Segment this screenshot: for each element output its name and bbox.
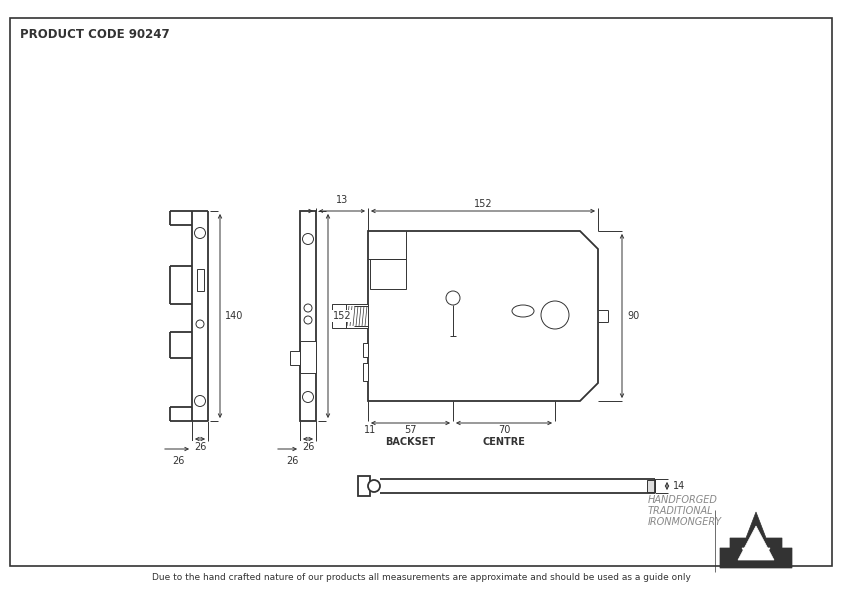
Polygon shape [368,231,598,401]
Circle shape [304,304,312,312]
Text: 57: 57 [404,425,417,435]
Circle shape [446,291,460,305]
Text: PRODUCT CODE 90247: PRODUCT CODE 90247 [20,27,169,41]
Bar [363,363,368,381]
Text: HANDFORGED: HANDFORGED [648,495,718,505]
Text: 90: 90 [628,311,640,321]
Text: 152: 152 [333,311,351,321]
Circle shape [302,392,313,402]
Circle shape [195,228,205,238]
Bar [363,343,368,357]
Bar [346,304,368,328]
Circle shape [196,320,204,328]
Polygon shape [738,526,774,560]
Bar [546,306,564,324]
Bar [300,211,316,421]
Circle shape [368,480,380,492]
Bar [300,341,316,373]
Bar [370,259,406,289]
Bar [358,476,370,496]
Text: 140: 140 [225,311,243,321]
Text: 26: 26 [172,456,184,466]
Text: BACKSET: BACKSET [386,437,435,447]
Text: 26: 26 [285,456,298,466]
Bar [196,269,204,291]
Text: IRONMONGERY: IRONMONGERY [648,517,722,527]
Text: 14: 14 [673,481,685,491]
Circle shape [304,316,312,324]
Text: CENTRE: CENTRE [482,437,525,447]
Circle shape [195,396,205,406]
Bar [647,480,655,492]
Polygon shape [742,548,770,558]
Circle shape [541,301,569,329]
Text: 152: 152 [474,199,493,209]
Text: 70: 70 [498,425,510,435]
Text: 11: 11 [364,425,376,435]
Text: Due to the hand crafted nature of our products all measurements are approximate : Due to the hand crafted nature of our pr… [152,573,690,582]
Text: 13: 13 [336,195,348,205]
Polygon shape [720,512,792,568]
Text: TRADITIONAL: TRADITIONAL [648,506,713,516]
Circle shape [302,234,313,244]
Text: 26: 26 [301,442,314,452]
Text: 26: 26 [194,442,206,452]
Bar [332,304,346,328]
Bar [290,351,300,365]
Ellipse shape [512,305,534,317]
